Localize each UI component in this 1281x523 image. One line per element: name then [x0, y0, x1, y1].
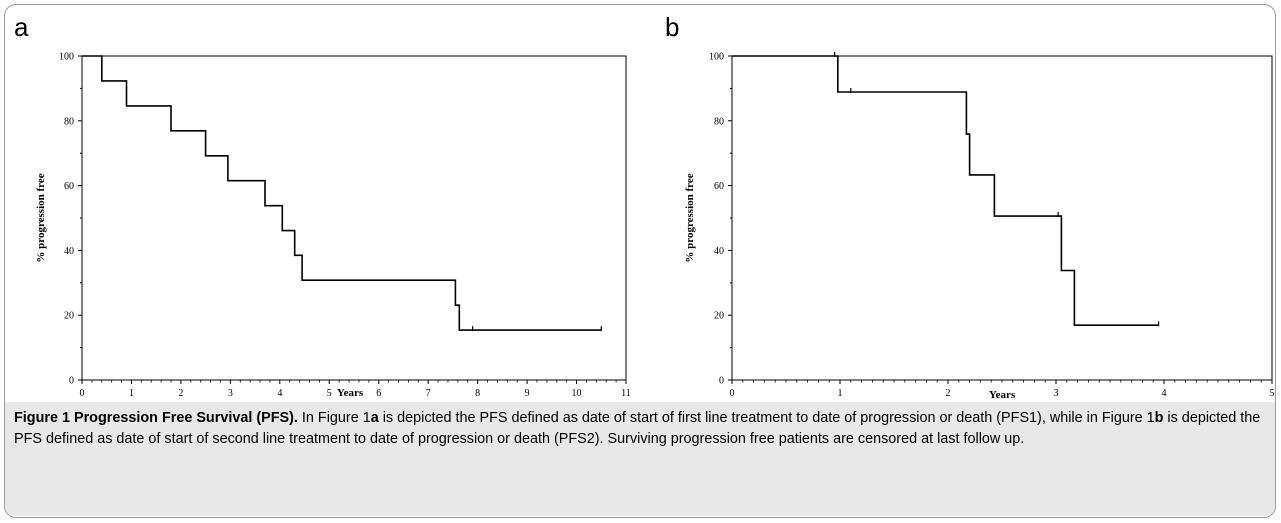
x-tick-label: 5	[327, 388, 332, 399]
x-tick-label: 1	[838, 388, 843, 399]
y-tick-label: 0	[719, 376, 724, 387]
x-tick-label: 1	[129, 388, 134, 399]
panel-b-label: b	[665, 12, 680, 42]
y-tick-label: 40	[714, 246, 724, 257]
y-tick-label: 60	[714, 181, 724, 192]
y-tick-label: 20	[714, 311, 724, 322]
y-tick-label: 80	[64, 116, 74, 127]
caption-panel-b: b	[1154, 410, 1164, 426]
survival-curve-a	[82, 55, 602, 331]
caption-text-2: is depicted the PFS defined as date of s…	[378, 410, 1155, 426]
x-tick-label: 2	[178, 388, 183, 399]
y-tick-label: 20	[64, 311, 74, 322]
x-tick-label: 3	[1054, 388, 1059, 399]
plot-area-a	[81, 55, 627, 381]
survival-curve-b	[732, 55, 1159, 327]
y-axis-title: % progression free	[35, 173, 47, 262]
y-tick-label: 40	[64, 246, 74, 257]
caption-title: Figure 1 Progression Free Survival (PFS)…	[14, 410, 298, 426]
y-tick-label: 100	[709, 52, 724, 63]
x-tick-label: 0	[730, 388, 735, 399]
chart-a: 0 20 40 60 80 100 0 1 2 3 4 5 6 7 8 9 10 11 Years % progres…	[35, 52, 631, 400]
caption-text-3: is depicted the PFS defined as date of s…	[14, 410, 1261, 447]
x-tick-label: 0	[80, 388, 85, 399]
y-tick-label: 0	[69, 376, 74, 387]
caption-background	[5, 402, 1275, 516]
figure-frame	[4, 4, 1276, 518]
x-tick-label: 11	[621, 388, 631, 399]
x-tick-label: 2	[946, 388, 951, 399]
chart-b: 0 20 40 60 80 100 0 1 2 3 4 5 Years % progression fre…	[684, 52, 1275, 402]
x-tick-label: 7	[426, 388, 431, 399]
y-tick-label: 60	[64, 181, 74, 192]
y-tick-label: 100	[59, 52, 74, 63]
x-tick-label: 9	[525, 388, 530, 399]
x-tick-label: 3	[228, 388, 233, 399]
y-axis-title: % progression free	[684, 173, 696, 262]
x-axis-title: Years	[989, 389, 1016, 401]
x-tick-label: 5	[1270, 388, 1275, 399]
x-axis-title: Years	[337, 387, 364, 399]
y-tick-label: 80	[714, 116, 724, 127]
x-tick-label: 8	[475, 388, 480, 399]
figure-caption: Figure 1 Progression Free Survival (PFS)…	[14, 408, 1272, 450]
x-tick-label: 4	[277, 388, 282, 399]
caption-panel-a: a	[370, 410, 379, 426]
x-tick-label: 10	[572, 388, 582, 399]
caption-text-1: In Figure 1	[297, 410, 371, 426]
x-tick-label: 4	[1162, 388, 1167, 399]
plot-area-b	[731, 55, 1273, 381]
x-tick-label: 6	[376, 388, 381, 399]
panel-a-label: a	[14, 12, 29, 42]
